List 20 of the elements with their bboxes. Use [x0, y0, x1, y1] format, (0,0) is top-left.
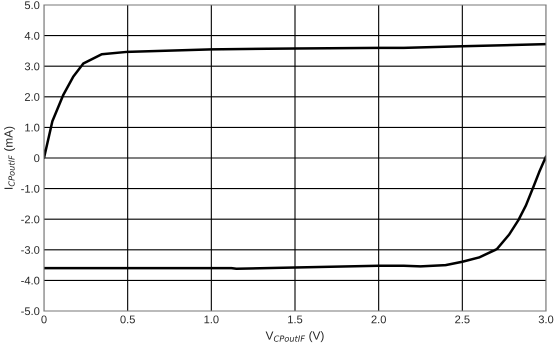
x-tick-label: 3.0: [538, 315, 554, 324]
y-tick-label: 4.0: [24, 32, 40, 40]
x-tick-label: 2.0: [372, 315, 386, 324]
x-tick-label: 1.0: [204, 315, 219, 324]
y-tick-label: 2.0: [24, 93, 40, 101]
y-tick-label: 5.0: [24, 1, 40, 10]
y-tick-label: 3.0: [24, 62, 40, 70]
x-axis-title: V$_{CPoutIF}$ (V): [266, 331, 324, 342]
x-tick-label: 1.5: [288, 316, 302, 324]
y-tick-label: -2.0: [21, 215, 40, 224]
y-tick-label: 0: [34, 154, 40, 162]
x-tick-label: 0.5: [120, 315, 135, 324]
y-tick-label: -3.0: [21, 246, 40, 254]
y-tick-label: -4.0: [21, 276, 40, 285]
y-axis-title: I$_{CPoutIF}$ (mA): [4, 126, 16, 189]
y-tick-label: 1.0: [25, 124, 40, 132]
y-tick-label: -1.0: [21, 184, 40, 193]
y-tick-label: -5.0: [21, 307, 40, 316]
x-tick-label: 2.5: [455, 315, 470, 324]
x-tick-label: 0: [41, 315, 47, 324]
